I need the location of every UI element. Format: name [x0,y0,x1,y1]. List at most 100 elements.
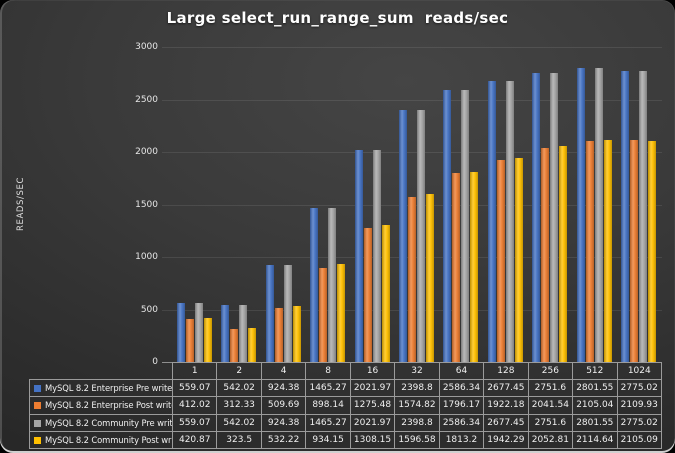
value-cell: 2052.81 [527,430,574,450]
bar [487,80,496,362]
bar [639,70,648,362]
bar [416,110,425,362]
bar-group-512 [572,47,616,362]
value-cell: 2021.97 [349,413,396,432]
value-cell: 924.38 [260,379,307,398]
value-cell: 2801.55 [572,379,618,398]
bar [407,196,416,362]
bar [594,67,603,362]
bar [496,160,505,362]
value-cell: 1813.2 [438,430,485,450]
category-header-cell: 32 [394,361,440,381]
bar [585,140,594,362]
bar [203,317,212,362]
value-cell: 323.5 [216,430,262,450]
bar [505,80,514,362]
chart-title: Large select_run_range_sum reads/sec [166,9,509,27]
bar [363,228,372,362]
bar [194,303,203,362]
bar-group-64 [439,47,483,362]
bar [470,171,479,362]
bar [452,173,461,362]
bar [621,70,630,362]
category-header-cell: 512 [572,361,618,381]
y-tick-label: 2000 [135,147,158,157]
bar [292,306,301,362]
value-cell: 1308.15 [349,430,396,450]
value-cell: 898.14 [305,396,351,415]
table-row: MySQL 8.2 Community Pre write 559.07 542.0… [29,413,663,432]
value-cell: 532.22 [260,430,307,450]
series-name-cell: MySQL 8.2 Community Post write [29,430,173,450]
bar-group-16 [350,47,394,362]
bar [310,208,319,362]
category-header-cell: 64 [438,361,485,381]
y-tick-label: 3000 [135,42,158,52]
category-header-cell: 1 [171,361,218,381]
value-cell: 1596.58 [394,430,440,450]
value-cell: 2775.02 [616,413,663,432]
bar [337,263,346,362]
bar [514,158,523,362]
category-header-cell: 256 [527,361,574,381]
bar [381,224,390,362]
value-cell: 2677.45 [483,413,529,432]
bar [328,208,337,362]
value-cell: 1465.27 [305,413,351,432]
bar [239,305,248,362]
bar-group-128 [483,47,527,362]
category-header-cell: 2 [216,361,262,381]
gridline [162,99,662,101]
legend-key-icon [34,419,41,427]
category-header-cell: 128 [483,361,529,381]
bar [461,90,470,362]
gridline [162,47,662,48]
y-tick-label: 1000 [135,252,158,262]
bar [354,149,363,362]
value-cell: 2398.8 [394,379,440,398]
bar-group-8 [305,47,349,362]
bar [559,146,568,362]
value-cell: 2109.93 [616,396,663,415]
bar [248,328,257,362]
value-cell: 420.87 [171,430,218,450]
bar [185,318,194,362]
plot-area [172,47,661,362]
value-cell: 2677.45 [483,379,529,398]
bar [319,267,328,362]
value-cell: 934.15 [305,430,351,450]
value-cell: 1275.48 [349,396,396,415]
bar-group-2 [216,47,260,362]
y-axis-tick-labels: 0 500 1000 1500 2000 2500 3000 [112,42,158,367]
table-row: MySQL 8.2 Enterprise Pre write 559.07 542.… [29,379,663,398]
data-table: 1 2 4 8 16 32 64 128 256 512 1024 MySQL 8.2 Enterpr… [29,361,663,450]
value-cell: 2751.6 [527,379,574,398]
bar [283,264,292,362]
category-header-cell: 4 [260,361,307,381]
bar [541,147,550,362]
bar [221,305,230,362]
bar [576,67,585,362]
value-cell: 924.38 [260,413,307,432]
value-cell: 2751.6 [527,413,574,432]
bar [230,329,239,362]
value-cell: 412.02 [171,396,218,415]
bar [398,110,407,362]
value-cell: 1942.29 [483,430,529,450]
category-header-cell: 16 [349,361,396,381]
value-cell: 2398.8 [394,413,440,432]
value-cell: 509.69 [260,396,307,415]
value-cell: 559.07 [171,413,218,432]
category-header-cell: 8 [305,361,351,381]
y-tick-label: 0 [152,357,158,367]
value-cell: 2586.34 [438,413,485,432]
table-row: MySQL 8.2 Enterprise Post write 412.02 312… [29,396,663,415]
value-cell: 1574.82 [394,396,440,415]
table-row: MySQL 8.2 Community Post write 420.87 323.… [29,430,663,450]
bar [648,140,657,362]
table-corner-blank [30,363,173,380]
bar [603,139,612,362]
series-name-cell: MySQL 8.2 Enterprise Pre write [29,379,173,398]
bar [176,303,185,362]
